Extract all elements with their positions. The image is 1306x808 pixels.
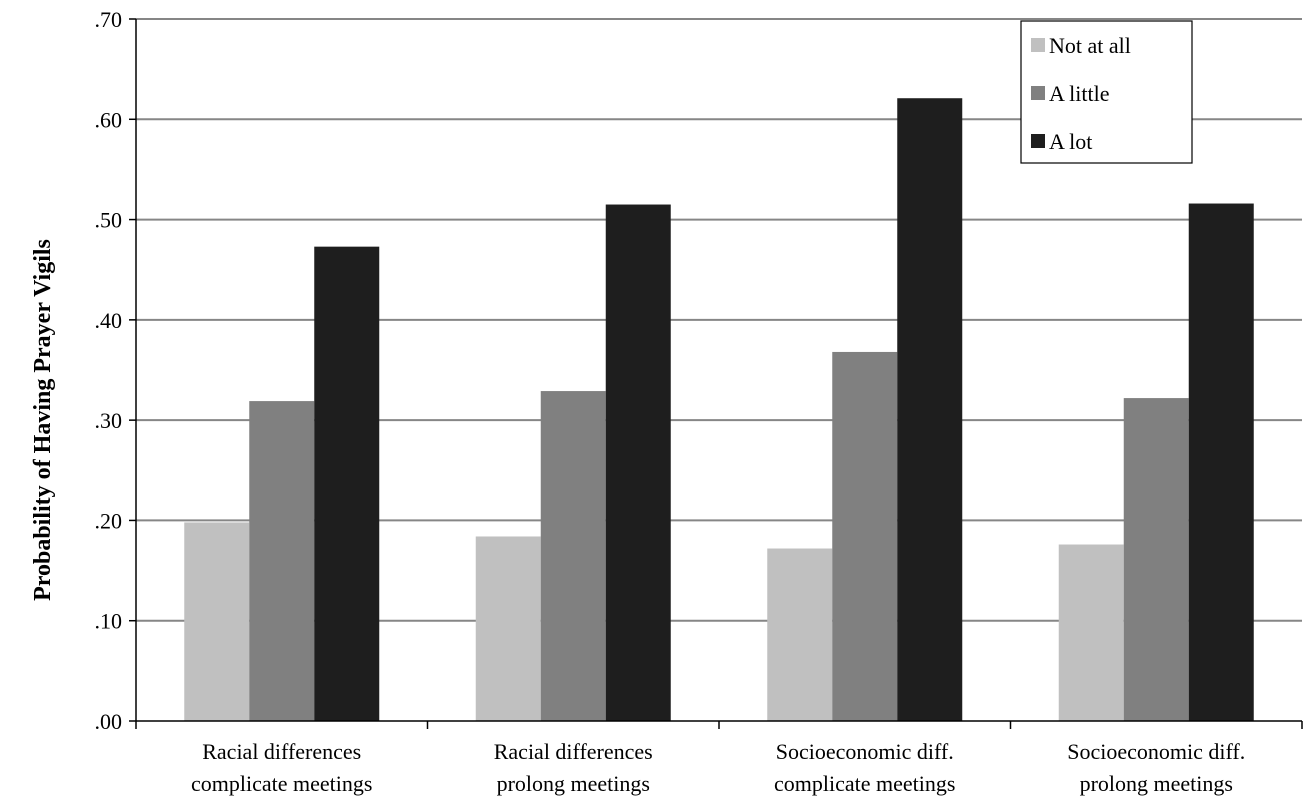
bar <box>184 522 250 721</box>
y-tick-labels: .00 .10 .20 .30 .40 .50 .60 .70 <box>95 7 123 734</box>
bar <box>897 98 963 722</box>
legend-swatch <box>1031 38 1045 52</box>
x-category-label: prolong meetings <box>1080 771 1233 796</box>
x-category-label: Racial differences <box>494 739 653 764</box>
bar <box>540 391 606 721</box>
bar <box>475 536 541 721</box>
bar <box>767 548 833 721</box>
y-axis-label: Probability of Having Prayer Vigils <box>30 239 56 601</box>
x-category-label: Socioeconomic diff. <box>776 739 954 764</box>
x-category-label: complicate meetings <box>774 771 955 796</box>
x-category-label: Racial differences <box>202 739 361 764</box>
bar <box>1123 398 1189 721</box>
legend-box <box>1020 20 1193 164</box>
bar <box>1058 544 1124 721</box>
legend: Not at all A little A lot <box>1020 20 1193 164</box>
legend-swatch <box>1031 86 1045 100</box>
y-tick-label: .00 <box>95 709 123 734</box>
legend-label: A little <box>1049 81 1110 106</box>
axes <box>129 18 1303 729</box>
bars <box>184 98 1254 722</box>
legend-label: A lot <box>1049 129 1092 154</box>
bar <box>249 401 315 721</box>
bar <box>832 351 898 721</box>
y-tick-label: .10 <box>95 609 123 634</box>
y-tick-label: .50 <box>95 208 123 233</box>
bar <box>605 204 671 721</box>
bar <box>314 246 380 722</box>
y-tick-label: .60 <box>95 107 123 132</box>
x-category-label: complicate meetings <box>191 771 372 796</box>
y-tick-label: .40 <box>95 308 123 333</box>
y-tick-label: .20 <box>95 508 123 533</box>
legend-label: Not at all <box>1049 33 1131 58</box>
y-tick-label: .70 <box>95 7 123 32</box>
x-category-labels: Racial differences complicate meetings Rac… <box>191 739 1245 796</box>
x-category-label: Socioeconomic diff. <box>1067 739 1245 764</box>
x-category-label: prolong meetings <box>497 771 650 796</box>
y-tick-label: .30 <box>95 408 123 433</box>
bar <box>1188 203 1254 722</box>
legend-swatch <box>1031 134 1045 148</box>
